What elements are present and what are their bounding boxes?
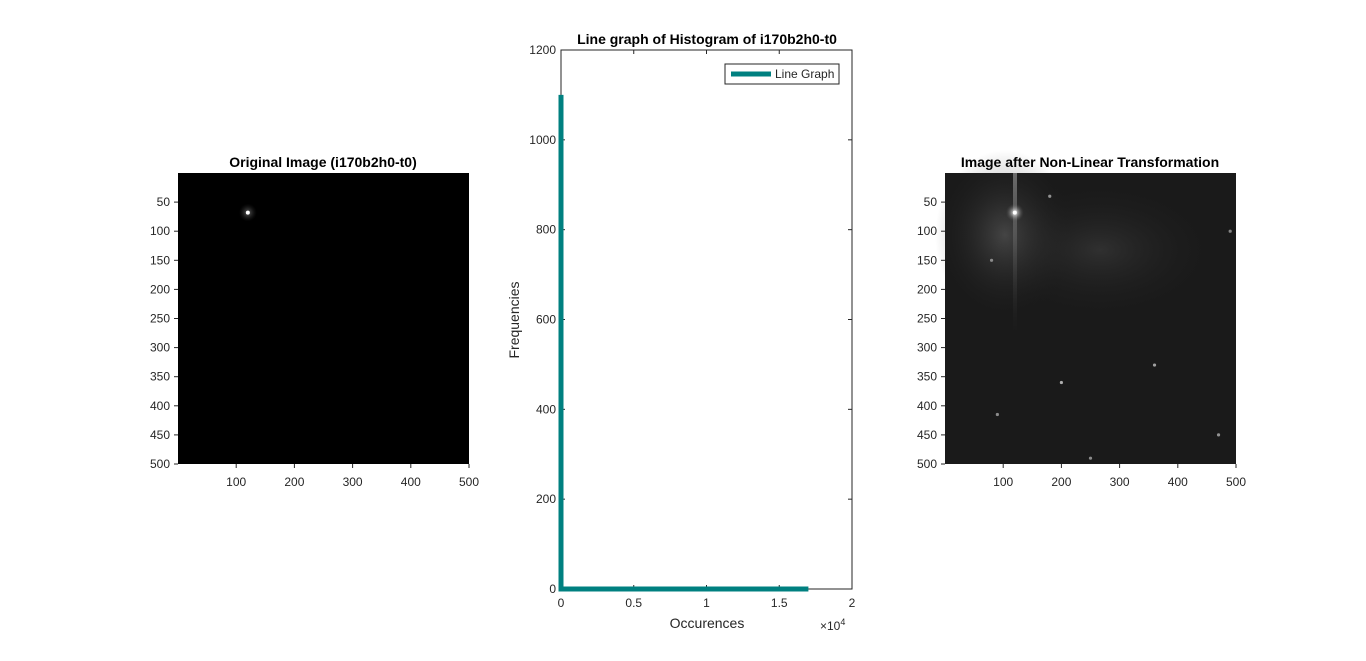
faint-spot bbox=[1088, 456, 1093, 460]
y-tick-label: 50 bbox=[924, 195, 938, 209]
transformed-streak bbox=[1013, 173, 1017, 333]
faint-spot bbox=[1216, 433, 1221, 437]
x-tick-label: 500 bbox=[459, 475, 479, 489]
y-tick-label: 100 bbox=[917, 224, 937, 238]
x-tick-label: 300 bbox=[1110, 475, 1130, 489]
legend-box bbox=[724, 63, 840, 85]
x-tick-label: 0 bbox=[558, 596, 565, 610]
y-axis-label: Frequencies bbox=[506, 281, 522, 358]
faint-spot bbox=[1059, 380, 1063, 385]
x-tick-label: 300 bbox=[343, 475, 363, 489]
y-tick-label: 450 bbox=[917, 428, 937, 442]
original-image-spots bbox=[238, 203, 257, 222]
series-line bbox=[558, 94, 809, 592]
legend: Line Graph bbox=[724, 63, 840, 85]
y-tick-label: 500 bbox=[917, 457, 937, 471]
x-tick-label: 100 bbox=[993, 475, 1013, 489]
legend-label: Line Graph bbox=[775, 67, 834, 81]
y-tick-label: 1200 bbox=[529, 43, 556, 57]
y-tick-label: 250 bbox=[150, 312, 170, 326]
x-tick-label: 100 bbox=[226, 475, 246, 489]
histogram-series bbox=[558, 94, 809, 592]
y-tick-label: 200 bbox=[536, 492, 556, 506]
original-image-panel: Original Image (i170b2h0-t0) 100 200 300 40… bbox=[150, 154, 479, 489]
x-axis-label: Occurences bbox=[670, 615, 745, 631]
transformed-image-spots bbox=[989, 194, 1232, 460]
histogram-y-ticks: 0 200 400 600 800 1000 1200 bbox=[529, 43, 852, 596]
x-exponent-label: ×104 bbox=[820, 617, 845, 633]
transformed-image-x-ticks: 100 200 300 400 500 bbox=[993, 464, 1246, 489]
y-tick-label: 150 bbox=[150, 253, 170, 267]
y-tick-label: 50 bbox=[157, 195, 171, 209]
x-tick-label: 500 bbox=[1226, 475, 1246, 489]
histogram-title: Line graph of Histogram of i170b2h0-t0 bbox=[577, 31, 837, 47]
transformed-image-panel: Image after Non-Linear Transformation 10… bbox=[917, 150, 1246, 489]
y-tick-label: 300 bbox=[150, 341, 170, 355]
y-tick-label: 800 bbox=[536, 223, 556, 237]
plot-area bbox=[560, 49, 853, 590]
original-image-area bbox=[178, 173, 469, 464]
y-tick-label: 500 bbox=[150, 457, 170, 471]
y-tick-label: 400 bbox=[536, 402, 556, 416]
y-tick-label: 0 bbox=[549, 582, 556, 596]
bright-spot bbox=[245, 210, 250, 215]
y-tick-label: 1000 bbox=[529, 133, 556, 147]
histogram-line-chart: Line graph of Histogram of i170b2h0-t0 0… bbox=[506, 31, 856, 633]
y-tick-label: 450 bbox=[150, 428, 170, 442]
transformed-haze-2 bbox=[980, 180, 1220, 320]
x-tick-label: 2 bbox=[849, 596, 856, 610]
y-tick-label: 200 bbox=[917, 282, 937, 296]
x-tick-label: 1 bbox=[703, 596, 710, 610]
faint-spot bbox=[1048, 194, 1052, 198]
x-tick-label: 200 bbox=[284, 475, 304, 489]
faint-spot bbox=[1228, 229, 1232, 233]
x-tick-label: 400 bbox=[1168, 475, 1188, 489]
y-tick-label: 400 bbox=[150, 399, 170, 413]
transformed-image-y-ticks: 50 100 150 200 250 300 350 400 450 500 bbox=[917, 195, 945, 471]
original-image-title: Original Image (i170b2h0-t0) bbox=[229, 154, 417, 170]
y-tick-label: 350 bbox=[150, 370, 170, 384]
original-image-y-ticks: 50 100 150 200 250 300 350 400 450 500 bbox=[150, 195, 178, 471]
faint-spot bbox=[1152, 363, 1157, 367]
y-tick-label: 350 bbox=[917, 370, 937, 384]
y-tick-label: 100 bbox=[150, 224, 170, 238]
x-tick-label: 0.5 bbox=[625, 596, 642, 610]
y-tick-label: 150 bbox=[917, 253, 937, 267]
x-tick-label: 1.5 bbox=[771, 596, 788, 610]
original-image-x-ticks: 100 200 300 400 500 bbox=[226, 464, 479, 489]
x-tick-label: 400 bbox=[401, 475, 421, 489]
y-tick-label: 300 bbox=[917, 341, 937, 355]
x-tick-label: 200 bbox=[1051, 475, 1071, 489]
y-tick-label: 200 bbox=[150, 282, 170, 296]
faint-spot bbox=[989, 258, 994, 262]
bright-spot bbox=[1012, 210, 1017, 215]
y-tick-label: 250 bbox=[917, 312, 937, 326]
y-tick-label: 600 bbox=[536, 313, 556, 327]
y-tick-label: 400 bbox=[917, 399, 937, 413]
faint-spot bbox=[995, 412, 999, 417]
